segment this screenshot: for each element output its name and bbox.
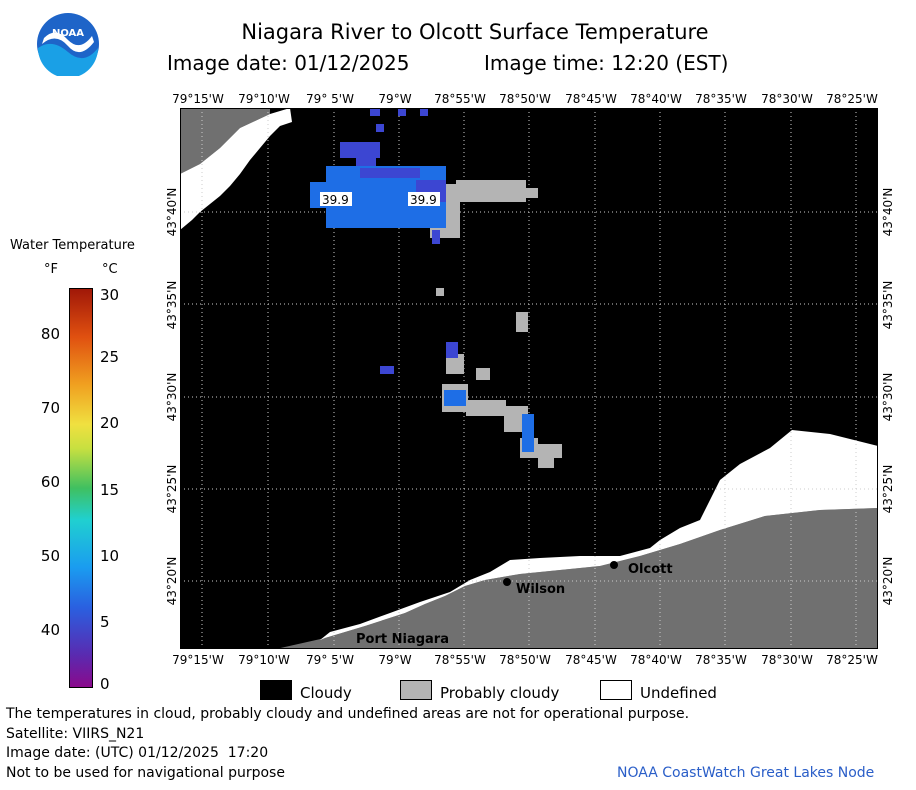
- noaa-logo-text: NOAA: [51, 28, 85, 39]
- legend-swatch-cloudy: [260, 680, 292, 700]
- celsius-tick: 15: [100, 481, 120, 499]
- temp-label: 39.9: [322, 193, 349, 207]
- latitude-label: 43°20'N: [165, 556, 179, 606]
- celsius-tick: 5: [100, 613, 110, 631]
- longitude-label: 79°15'W: [172, 92, 224, 106]
- longitude-label: 78°50'W: [499, 653, 551, 667]
- undefined-area-nw: [180, 108, 292, 230]
- latitude-label: 43°40'N: [165, 187, 179, 237]
- fahrenheit-tick: 50: [40, 547, 60, 565]
- celsius-tick: 10: [100, 547, 120, 565]
- longitude-label: 79°W: [378, 653, 412, 667]
- longitude-label: 78°45'W: [565, 653, 617, 667]
- fahrenheit-tick: 70: [40, 399, 60, 417]
- latitude-label: 43°30'N: [165, 372, 179, 422]
- latitude-label: 43°35'N: [881, 280, 895, 330]
- latitude-label: 43°40'N: [881, 187, 895, 237]
- legend-swatch-probably-cloudy: [400, 680, 432, 700]
- longitude-label: 78°30'W: [761, 92, 813, 106]
- latitude-label: 43°25'N: [165, 464, 179, 514]
- legend-label-probably-cloudy: Probably cloudy: [440, 684, 560, 702]
- celsius-tick: 0: [100, 675, 110, 693]
- longitude-label: 79°10'W: [238, 92, 290, 106]
- latitude-label: 43°35'N: [165, 280, 179, 330]
- temp-label-group: 39.9 39.9: [320, 192, 440, 207]
- latitude-label: 43°20'N: [881, 556, 895, 606]
- place-label-port-niagara: Port Niagara: [356, 632, 449, 647]
- credit-link[interactable]: NOAA CoastWatch Great Lakes Node: [617, 765, 875, 781]
- fahrenheit-tick: 60: [40, 473, 60, 491]
- longitude-label: 79°15'W: [172, 653, 224, 667]
- longitude-label: 78°45'W: [565, 92, 617, 106]
- latitude-label: 43°25'N: [881, 464, 895, 514]
- page-title: Niagara River to Olcott Surface Temperat…: [241, 20, 709, 44]
- place-markers: Olcott Wilson Port Niagara: [356, 561, 673, 647]
- color-scale-bar: [69, 288, 93, 688]
- wilson-marker: [503, 578, 511, 586]
- longitude-label: 79° 5'W: [306, 653, 354, 667]
- utc-date: Image date: (UTC) 01/12/2025 17:20: [6, 745, 269, 761]
- unit-fahrenheit: °F: [44, 262, 58, 277]
- longitude-label: 78°40'W: [630, 653, 682, 667]
- unit-celsius: °C: [102, 262, 118, 277]
- navigation-warning: Not to be used for navigational purpose: [6, 765, 285, 781]
- image-time: Image time: 12:20 (EST): [484, 51, 729, 75]
- legend-label-cloudy: Cloudy: [300, 684, 352, 702]
- celsius-tick: 20: [100, 414, 120, 432]
- longitude-label: 79° 5'W: [306, 92, 354, 106]
- legend-label-undefined: Undefined: [640, 684, 717, 702]
- temperature-map: 39.9 39.9 Olcott Wilson Port Niagara: [180, 108, 878, 649]
- color-scale-title: Water Temperature: [10, 238, 135, 253]
- longitude-label: 78°55'W: [434, 653, 486, 667]
- longitude-label: 78°30'W: [761, 653, 813, 667]
- fahrenheit-tick: 80: [40, 325, 60, 343]
- graticule: [180, 108, 878, 649]
- undefined-area-south: [320, 430, 878, 640]
- longitude-label: 79°W: [378, 92, 412, 106]
- celsius-tick: 30: [100, 286, 120, 304]
- olcott-marker: [610, 561, 618, 569]
- noaa-logo-icon: [37, 13, 99, 78]
- land-south-shore: [276, 508, 878, 649]
- celsius-tick: 25: [100, 348, 120, 366]
- fahrenheit-tick: 40: [40, 621, 60, 639]
- longitude-label: 78°50'W: [499, 92, 551, 106]
- longitude-label: 78°25'W: [826, 653, 878, 667]
- longitude-label: 78°40'W: [630, 92, 682, 106]
- longitude-label: 78°35'W: [695, 653, 747, 667]
- longitude-label: 78°55'W: [434, 92, 486, 106]
- legend-swatch-undefined: [600, 680, 632, 700]
- longitude-label: 78°25'W: [826, 92, 878, 106]
- image-date: Image date: 01/12/2025: [167, 51, 410, 75]
- place-label-wilson: Wilson: [516, 582, 565, 597]
- longitude-label: 78°35'W: [695, 92, 747, 106]
- disclaimer-note: The temperatures in cloud, probably clou…: [6, 706, 690, 722]
- noaa-logo: NOAA: [36, 12, 100, 78]
- longitude-label: 79°10'W: [238, 653, 290, 667]
- satellite-info: Satellite: VIIRS_N21: [6, 726, 145, 742]
- latitude-label: 43°30'N: [881, 372, 895, 422]
- temp-label: 39.9: [410, 193, 437, 207]
- place-label-olcott: Olcott: [628, 562, 673, 577]
